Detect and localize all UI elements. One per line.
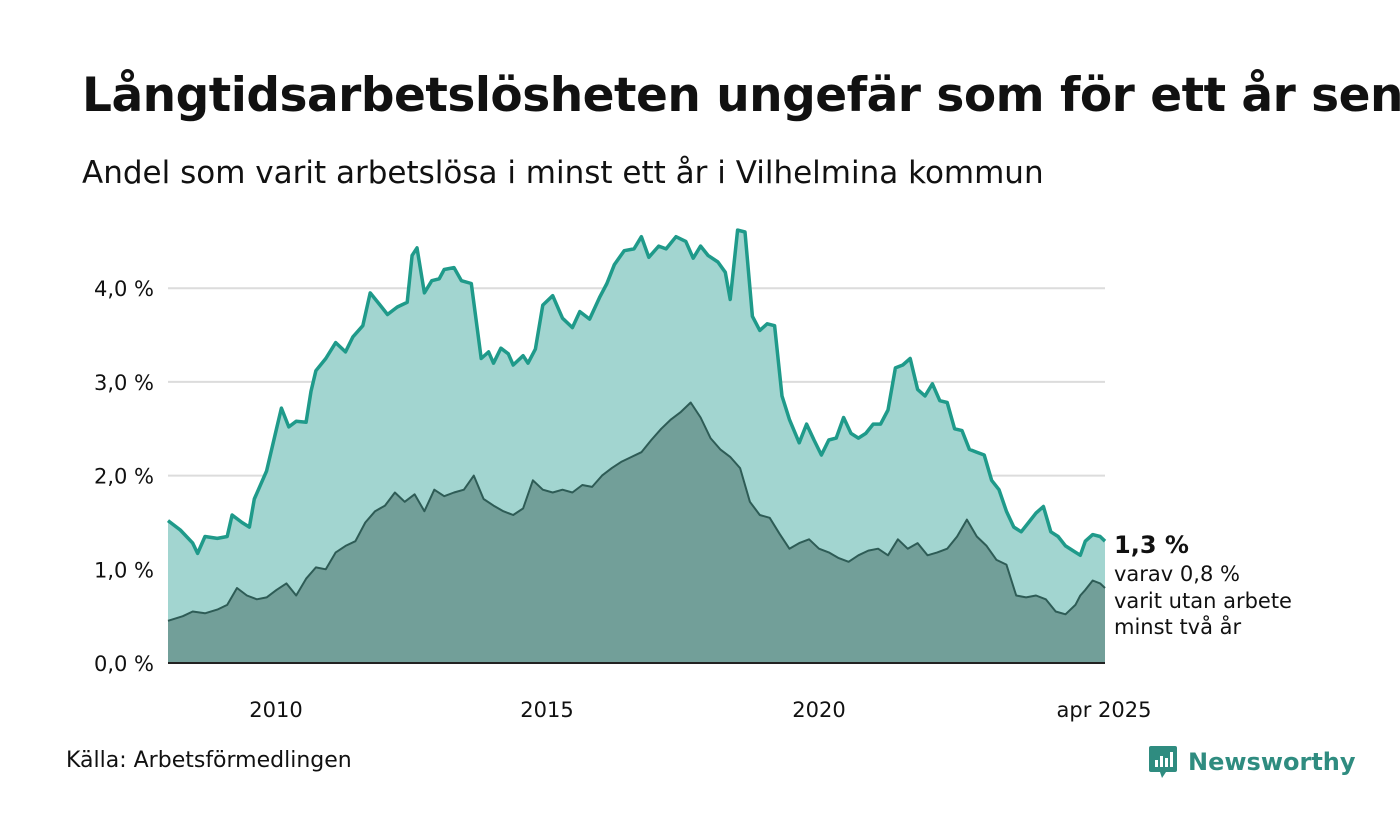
- brand-name: Newsworthy: [1188, 748, 1356, 776]
- series-line-total: [166, 228, 1107, 558]
- chart-title: Långtidsarbetslösheten ungefär som för e…: [82, 68, 1400, 123]
- y-tick-label: 1,0 %: [94, 558, 154, 582]
- annotation-line-3: minst två år: [1114, 614, 1242, 639]
- annotation-line-1: varav 0,8 %: [1114, 562, 1240, 586]
- y-tick-label: 3,0 %: [94, 371, 154, 395]
- x-tick-label: 2010: [249, 698, 302, 722]
- x-tick-label: 2015: [520, 698, 573, 722]
- y-tick-label: 2,0 %: [94, 465, 154, 489]
- area-series: [166, 228, 1107, 663]
- newsworthy-logo-icon: [1149, 746, 1177, 778]
- annotation-line-2: varit utan arbete: [1114, 589, 1292, 613]
- axes: 0,0 % 1,0 % 2,0 % 3,0 % 4,0 % 2010 2015 2020 apr…: [94, 277, 1152, 722]
- area-fill-long: [168, 402, 1105, 663]
- x-tick-label: apr 2025: [1057, 698, 1152, 722]
- x-tick-label: 2020: [792, 698, 845, 722]
- chart-subtitle: Andel som varit arbetslösa i minst ett å…: [82, 155, 1044, 191]
- y-tick-label: 0,0 %: [94, 652, 154, 676]
- annotation-value: 1,3 %: [1114, 531, 1189, 559]
- series-line-long: [167, 401, 1106, 622]
- source-note: Källa: Arbetsförmedlingen: [66, 748, 352, 773]
- y-tick-label: 4,0 %: [94, 277, 154, 301]
- brand-logo[interactable]: Newsworthy: [1148, 742, 1356, 782]
- end-annotation: 1,3 % varav 0,8 % varit utan arbete mins…: [1114, 531, 1292, 639]
